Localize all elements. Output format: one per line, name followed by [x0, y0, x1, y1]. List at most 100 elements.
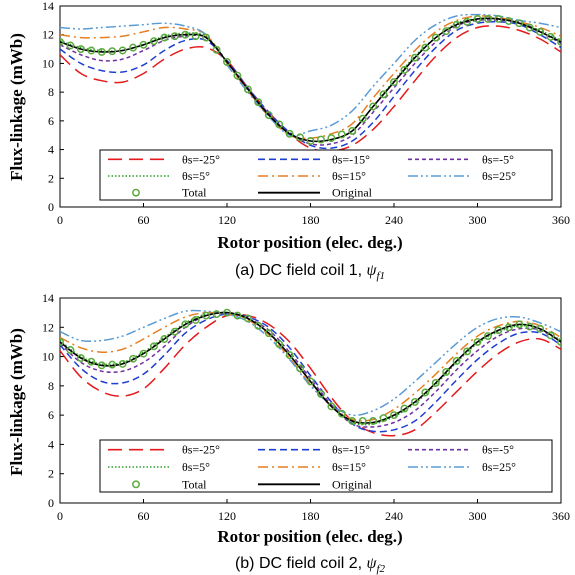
data-point	[316, 135, 325, 144]
data-point	[233, 311, 242, 320]
chart-panel-b: Flux-linkage (mWb) Rotor position (elec.…	[7, 291, 570, 575]
series-line-s25	[60, 13, 561, 137]
legend-label: θs=15°	[332, 460, 366, 474]
data-point	[452, 20, 461, 29]
data-point	[139, 40, 148, 49]
data-point	[337, 130, 346, 139]
data-point	[504, 323, 513, 332]
x-tick-label: 240	[385, 509, 403, 523]
y-tick-label: 12	[42, 28, 54, 42]
y-axis-title: Flux-linkage (mWb)	[7, 33, 26, 181]
series-line-original	[60, 311, 561, 424]
data-point	[473, 337, 482, 346]
series-line-s5	[60, 17, 561, 143]
series-line-s15	[60, 311, 561, 422]
x-tick-label: 60	[138, 509, 150, 523]
series-line-s-25	[60, 313, 561, 437]
data-point	[410, 398, 419, 406]
data-point	[87, 357, 96, 366]
caption-text: (b) DC field coil 2,	[235, 555, 367, 572]
data-point	[212, 310, 221, 319]
data-point	[191, 316, 200, 324]
data-point	[452, 357, 461, 365]
x-tick-label: 360	[552, 509, 570, 523]
data-point	[108, 47, 117, 56]
x-tick-label: 0	[57, 509, 63, 523]
data-point	[181, 320, 190, 329]
y-tick-label: 6	[48, 408, 54, 422]
x-tick-label: 0	[57, 213, 63, 227]
plot-area	[60, 308, 561, 437]
data-point	[233, 71, 242, 80]
series-line-original	[60, 17, 561, 143]
legend-label: θs=15°	[332, 169, 366, 183]
data-point	[118, 359, 127, 368]
legend-label: θs=-25°	[182, 152, 220, 166]
data-point	[181, 30, 190, 39]
legend-swatch	[132, 188, 140, 197]
data-point	[275, 340, 284, 349]
data-point	[139, 349, 148, 358]
data-point	[316, 389, 325, 398]
legend-label: θs=5°	[182, 169, 210, 183]
data-point	[275, 120, 284, 129]
data-point	[463, 17, 472, 26]
y-tick-label: 14	[42, 0, 54, 13]
series-line-s25	[60, 309, 561, 417]
data-point	[149, 37, 158, 46]
x-tick-label: 300	[469, 509, 487, 523]
data-point	[202, 33, 211, 42]
y-tick-label: 6	[48, 114, 54, 128]
x-tick-label: 180	[302, 213, 320, 227]
data-point	[129, 43, 138, 52]
data-point	[327, 134, 336, 143]
y-tick-label: 14	[42, 291, 54, 305]
data-point	[410, 53, 419, 62]
chart-panel-a: Flux-linkage (mWb) Rotor position (elec.…	[7, 0, 570, 282]
data-point	[421, 388, 430, 397]
x-tick-label: 360	[552, 213, 570, 227]
y-tick-label: 12	[42, 320, 54, 334]
data-point	[60, 337, 64, 346]
data-point	[358, 417, 367, 425]
legend-label: θs=-15°	[332, 443, 370, 457]
data-point	[504, 17, 513, 26]
data-point	[536, 27, 545, 36]
legend: θs=-25° θs=-15° θs=-5° θs=5° θs=15° θs=25° Tot…	[99, 149, 553, 201]
x-tick-label: 60	[138, 213, 150, 227]
data-point	[202, 311, 211, 320]
x-axis-title: Rotor position (elec. deg.)	[217, 527, 402, 546]
data-point	[223, 58, 231, 66]
caption-symbol: ψ	[367, 555, 378, 572]
data-point	[400, 65, 409, 74]
y-tick-label: 10	[42, 350, 54, 364]
caption-symbol: ψ	[367, 262, 378, 279]
caption: (a) DC field coil 1, ψf1	[235, 262, 385, 282]
data-point	[118, 46, 127, 55]
data-point	[285, 351, 294, 360]
legend-swatch	[132, 480, 140, 489]
caption-text: (a) DC field coil 1,	[235, 262, 367, 279]
data-point	[76, 354, 85, 362]
legend-label: Original	[332, 186, 373, 200]
series-line-s-5	[60, 311, 561, 428]
data-point	[223, 308, 231, 317]
data-point	[97, 47, 106, 56]
data-point	[515, 320, 524, 329]
y-tick-label: 4	[48, 437, 54, 451]
y-tick-label: 4	[48, 143, 54, 157]
caption-subscript: f1	[376, 270, 385, 282]
x-tick-label: 180	[302, 509, 320, 523]
series-total-markers	[60, 308, 561, 425]
legend-label: Total	[182, 186, 207, 200]
series-total-markers	[60, 14, 561, 145]
data-point	[66, 41, 75, 50]
data-point	[379, 414, 388, 423]
data-point	[264, 329, 273, 338]
series-line-s-15	[60, 20, 561, 150]
data-point	[170, 327, 179, 336]
x-tick-label: 120	[218, 509, 236, 523]
data-point	[546, 331, 555, 340]
data-point	[327, 402, 336, 411]
